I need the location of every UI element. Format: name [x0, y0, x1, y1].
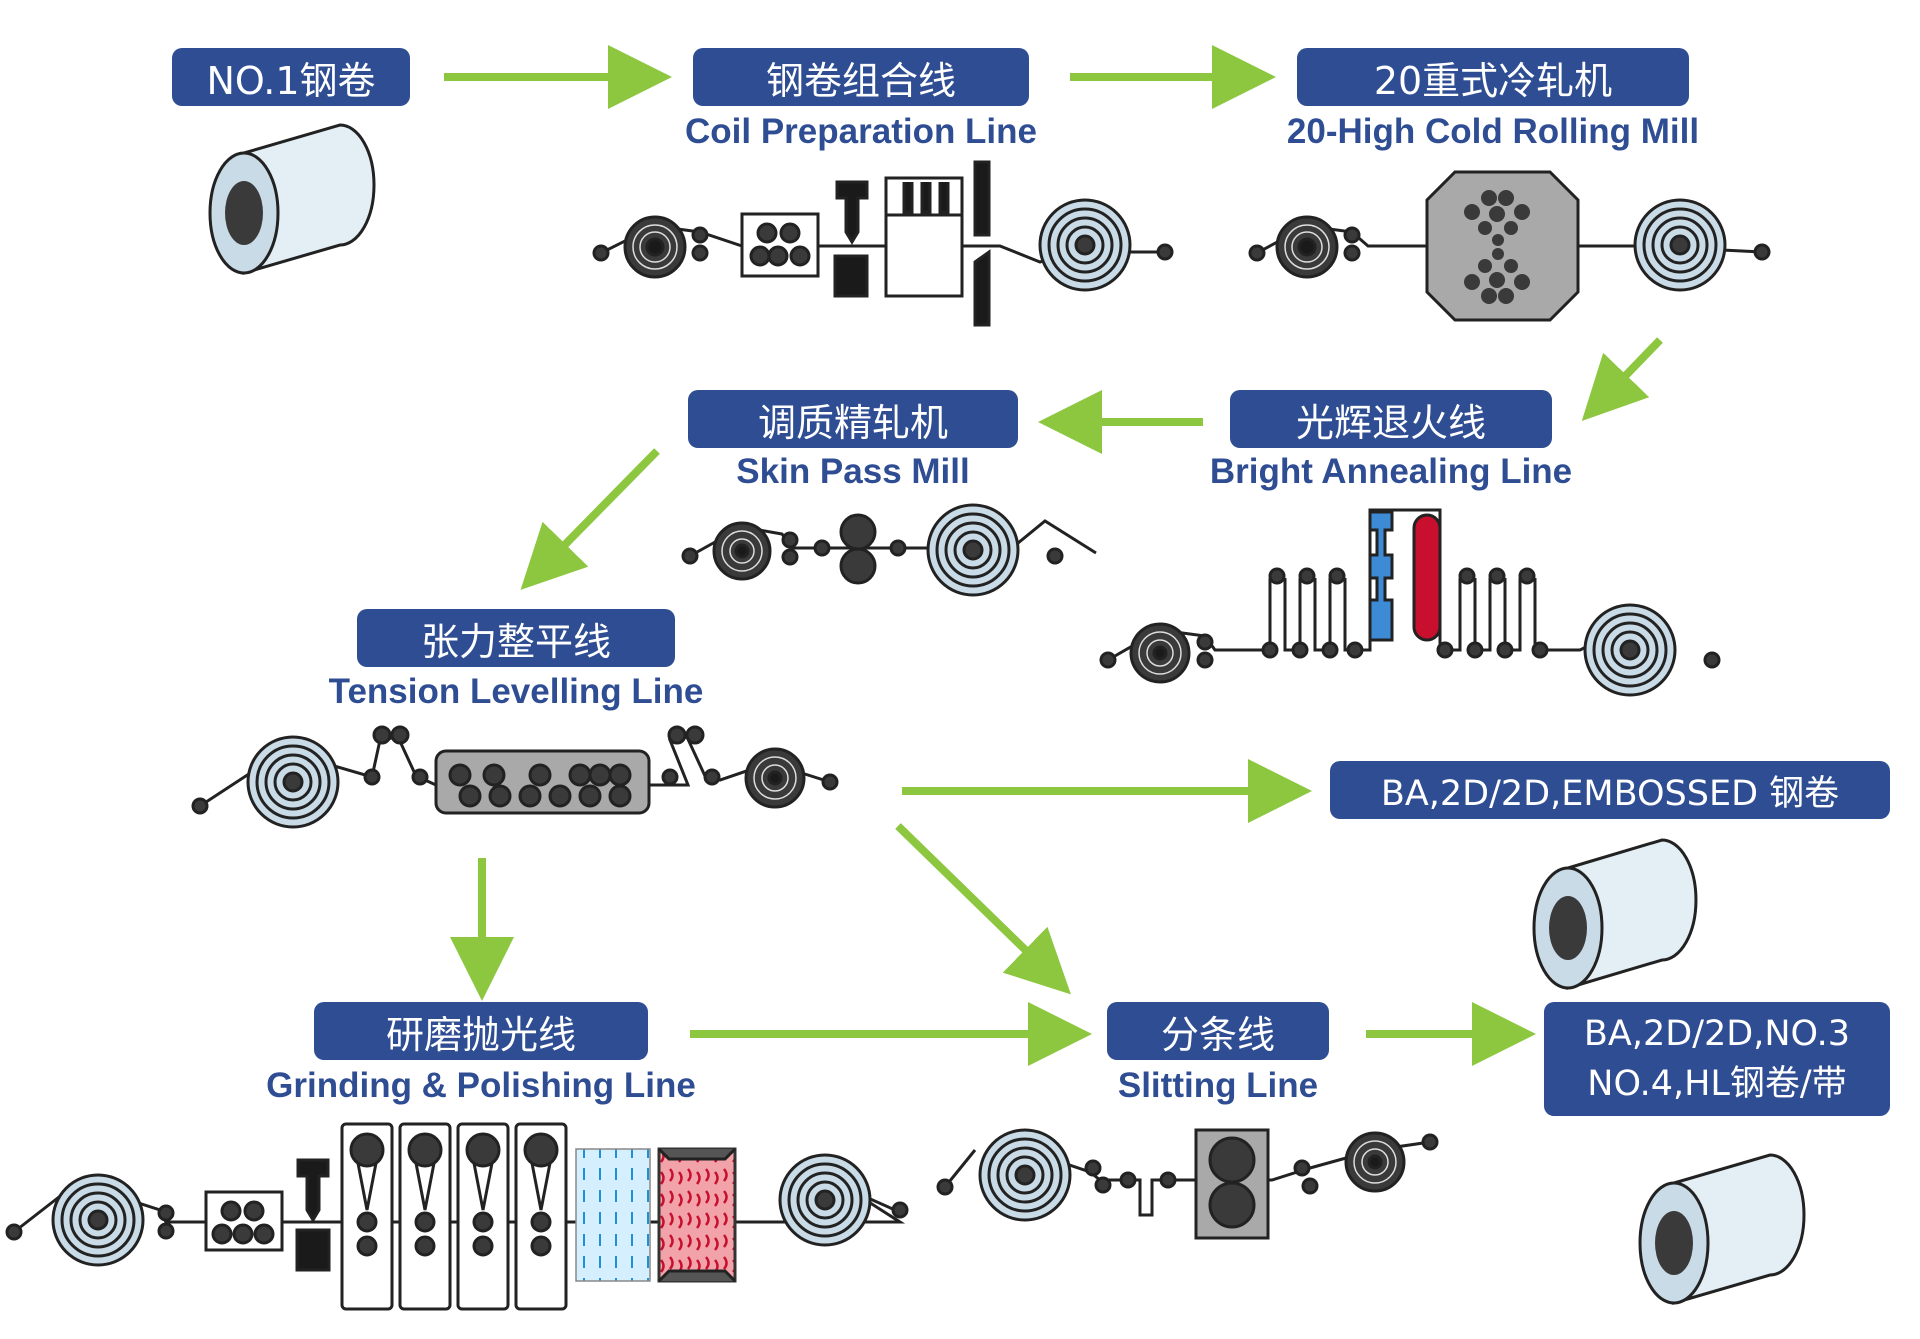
grinding-schematic [5, 1122, 909, 1311]
coil-prep-schematic [592, 160, 1174, 327]
node-slitting-label: 分条线 [1107, 1002, 1329, 1060]
arrow-rolling-to-annealing [1581, 337, 1663, 422]
bright-annealing-schematic [1099, 508, 1721, 697]
arrow-levelling-to-slitting [895, 823, 1071, 995]
coil-icon-output-2 [1638, 1153, 1806, 1305]
node-skin-pass-zh: 调质精轧机 [757, 400, 948, 445]
node-coil-prep-label: 钢卷组合线 [693, 48, 1029, 106]
node-bright-annealing-zh: 光辉退火线 [1295, 400, 1486, 445]
node-tension-levelling-zh: 张力整平线 [420, 619, 611, 664]
node-coil-prep-zh: 钢卷组合线 [765, 58, 956, 103]
node-output-strip-line2: NO.4,HL钢卷/带 [1587, 1064, 1847, 1104]
skin-pass-schematic [681, 503, 1097, 597]
tension-levelling-schematic [191, 725, 839, 829]
node-bright-annealing-label: 光辉退火线 [1230, 390, 1552, 448]
node-slitting-en: Slitting Line [1117, 1066, 1319, 1105]
node-output-coils-label: BA,2D/2D,EMBOSSED 钢卷 [1330, 761, 1890, 819]
node-grinding-label: 研磨抛光线 [314, 1002, 648, 1060]
node-cold-rolling-label: 20重式冷轧机 [1297, 48, 1689, 106]
node-grinding-zh: 研磨抛光线 [385, 1012, 576, 1057]
node-coil-prep-en: Coil Preparation Line [685, 112, 1037, 151]
coil-icon-output-1 [1532, 838, 1698, 991]
node-cold-rolling-zh: 20重式冷轧机 [1373, 58, 1613, 103]
node-cold-rolling-en: 20-High Cold Rolling Mill [1286, 112, 1700, 151]
node-output-strip-label: BA,2D/2D,NO.3 NO.4,HL钢卷/带 [1544, 1002, 1890, 1116]
node-tension-levelling-en: Tension Levelling Line [328, 672, 704, 711]
node-output-coils-zh: BA,2D/2D,EMBOSSED 钢卷 [1380, 773, 1840, 814]
node-skin-pass-en: Skin Pass Mill [736, 452, 970, 491]
washing-section [575, 1148, 651, 1282]
node-bright-annealing-en: Bright Annealing Line [1209, 452, 1573, 491]
node-tension-levelling-label: 张力整平线 [357, 609, 675, 667]
node-coil-input-zh: NO.1钢卷 [206, 58, 376, 103]
node-coil-input-label: NO.1钢卷 [172, 48, 410, 106]
node-skin-pass-label: 调质精轧机 [688, 390, 1018, 448]
cold-rolling-schematic [1248, 170, 1771, 322]
arrow-skinpass-to-levelling [520, 448, 660, 590]
polishing-heads [340, 1122, 568, 1311]
slitting-schematic [936, 1128, 1439, 1240]
node-output-strip-line1: BA,2D/2D,NO.3 [1583, 1014, 1851, 1054]
node-slitting-zh: 分条线 [1160, 1012, 1275, 1057]
node-grinding-en: Grinding & Polishing Line [266, 1066, 696, 1105]
coil-icon-input [208, 123, 376, 275]
